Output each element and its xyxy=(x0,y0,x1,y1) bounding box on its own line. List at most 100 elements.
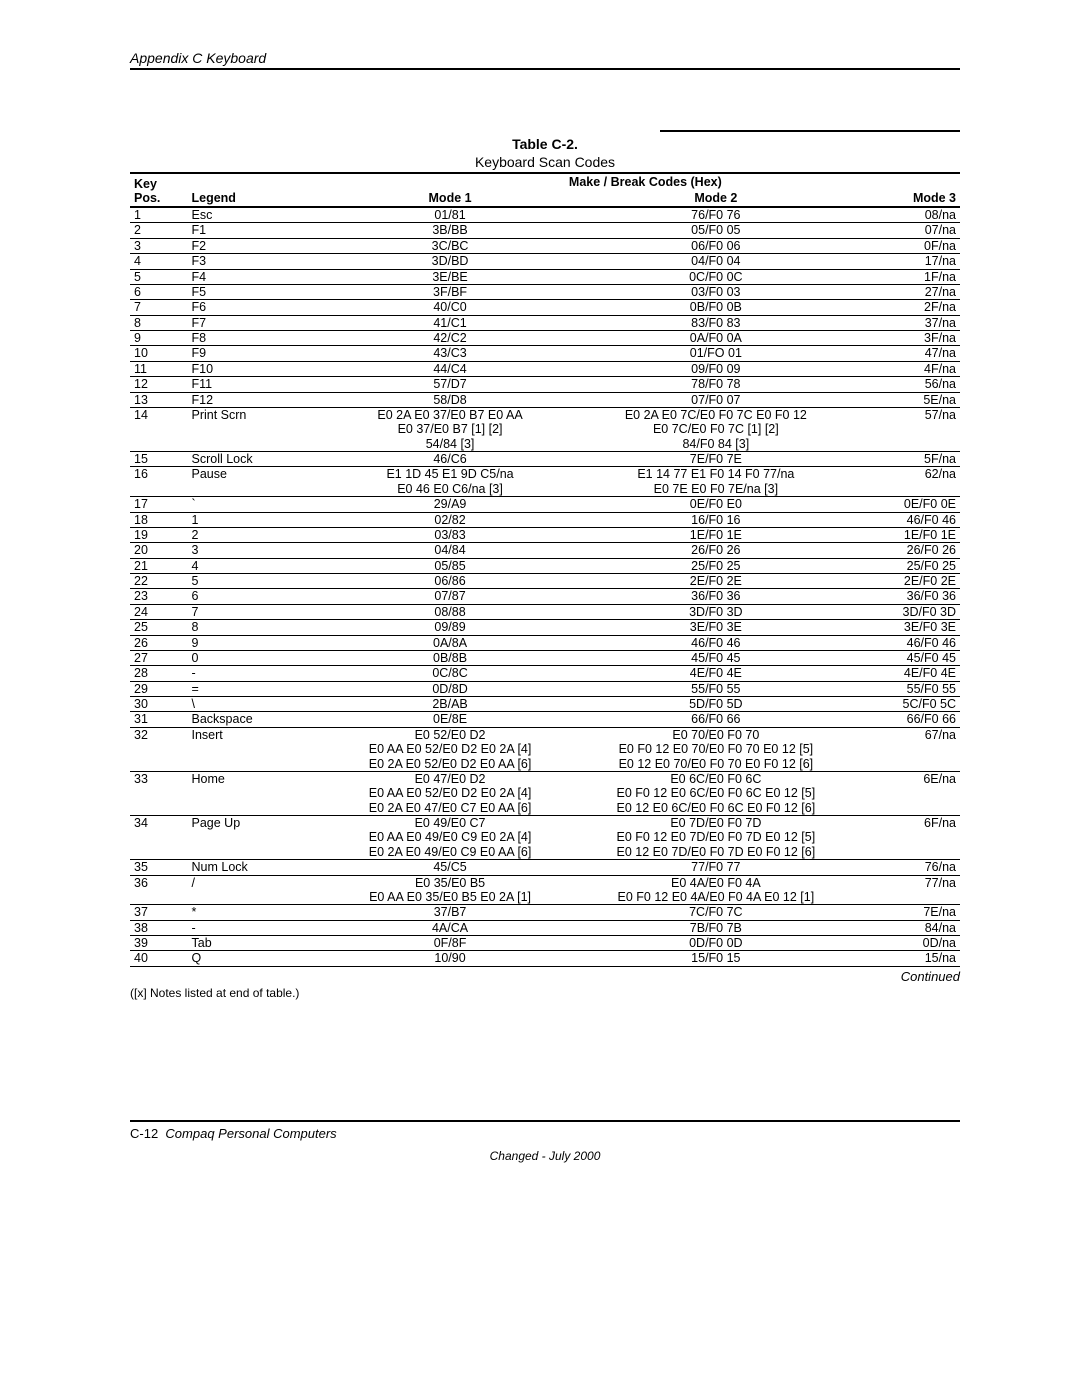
table-row: 15Scroll Lock46/C67E/F0 7E5F/na xyxy=(130,452,960,467)
table-cell: \ xyxy=(188,697,331,712)
table-cell: 15/F0 15 xyxy=(569,951,862,966)
table-row: 14Print ScrnE0 2A E0 37/E0 B7 E0 AA E0 3… xyxy=(130,407,960,451)
table-cell: 6F/na xyxy=(862,816,960,860)
table-cell: 18 xyxy=(130,512,188,527)
table-cell: 27 xyxy=(130,650,188,665)
table-cell: 2 xyxy=(130,223,188,238)
table-row: 3F23C/BC06/F0 060F/na xyxy=(130,238,960,253)
table-cell: E1 14 77 E1 F0 14 F0 77/na E0 7E E0 F0 7… xyxy=(569,467,862,497)
table-cell: F3 xyxy=(188,254,331,269)
table-cell: 09/89 xyxy=(331,620,570,635)
changed-date: Changed - July 2000 xyxy=(130,1149,960,1163)
table-cell: 36/F0 36 xyxy=(862,589,960,604)
table-cell: = xyxy=(188,681,331,696)
col-header-legend: Legend xyxy=(188,173,331,207)
table-cell: 1E/F0 1E xyxy=(569,527,862,542)
table-cell: 0B/F0 0B xyxy=(569,300,862,315)
table-subtitle: Keyboard Scan Codes xyxy=(130,154,960,170)
table-cell: 0D/na xyxy=(862,936,960,951)
table-row: 33HomeE0 47/E0 D2 E0 AA E0 52/E0 D2 E0 2… xyxy=(130,771,960,815)
table-cell: F1 xyxy=(188,223,331,238)
table-cell: 84/na xyxy=(862,920,960,935)
table-cell: E0 2A E0 37/E0 B7 E0 AA E0 37/E0 B7 [1] … xyxy=(331,407,570,451)
table-cell: 58/D8 xyxy=(331,392,570,407)
table-row: 29=0D/8D55/F0 5555/F0 55 xyxy=(130,681,960,696)
table-cell: 3D/BD xyxy=(331,254,570,269)
table-row: 16PauseE1 1D 45 E1 9D C5/na E0 46 E0 C6/… xyxy=(130,467,960,497)
table-cell: 03/F0 03 xyxy=(569,284,862,299)
table-cell: 23 xyxy=(130,589,188,604)
table-cell: 2E/F0 2E xyxy=(862,574,960,589)
table-cell: F7 xyxy=(188,315,331,330)
table-cell: F8 xyxy=(188,331,331,346)
table-cell: 41/C1 xyxy=(331,315,570,330)
table-row: 30\2B/AB5D/F0 5D5C/F0 5C xyxy=(130,697,960,712)
table-cell: 36 xyxy=(130,875,188,905)
table-cell: 06/F0 06 xyxy=(569,238,862,253)
table-cell: 10/90 xyxy=(331,951,570,966)
table-cell: F2 xyxy=(188,238,331,253)
scan-codes-table: Key Pos. Legend Make / Break Codes (Hex)… xyxy=(130,172,960,967)
table-cell: 43/C3 xyxy=(331,346,570,361)
table-cell: ` xyxy=(188,497,331,512)
table-cell: 66/F0 66 xyxy=(862,712,960,727)
table-row: 10F943/C301/FO 0147/na xyxy=(130,346,960,361)
table-cell: 5E/na xyxy=(862,392,960,407)
group-header: Make / Break Codes (Hex) xyxy=(331,173,960,190)
table-cell: 17/na xyxy=(862,254,960,269)
table-cell: 40 xyxy=(130,951,188,966)
table-row: 13F1258/D807/F0 075E/na xyxy=(130,392,960,407)
table-cell: Backspace xyxy=(188,712,331,727)
table-cell: 0E/F0 E0 xyxy=(569,497,862,512)
table-cell: 1 xyxy=(188,512,331,527)
table-cell: 8 xyxy=(188,620,331,635)
table-cell: 46/F0 46 xyxy=(862,512,960,527)
table-cell: 06/86 xyxy=(331,574,570,589)
table-cell: 31 xyxy=(130,712,188,727)
table-cell: 30 xyxy=(130,697,188,712)
table-cell: 07/87 xyxy=(331,589,570,604)
table-row: 4F33D/BD04/F0 0417/na xyxy=(130,254,960,269)
col-header-pos: Key Pos. xyxy=(130,173,188,207)
table-cell: E0 7D/E0 F0 7D E0 F0 12 E0 7D/E0 F0 7D E… xyxy=(569,816,862,860)
book-title: Compaq Personal Computers xyxy=(165,1126,336,1141)
table-cell: 44/C4 xyxy=(331,361,570,376)
table-cell: 22 xyxy=(130,574,188,589)
table-cell: 0F/na xyxy=(862,238,960,253)
table-cell: 3E/F0 3E xyxy=(862,620,960,635)
table-cell: E0 35/E0 B5 E0 AA E0 35/E0 B5 E0 2A [1] xyxy=(331,875,570,905)
table-row: 9F842/C20A/F0 0A3F/na xyxy=(130,331,960,346)
table-cell: 37/B7 xyxy=(331,905,570,920)
table-cell: 78/F0 78 xyxy=(569,377,862,392)
table-cell: F4 xyxy=(188,269,331,284)
table-cell: 04/F0 04 xyxy=(569,254,862,269)
table-cell: 6 xyxy=(130,284,188,299)
table-cell: E0 49/E0 C7 E0 AA E0 49/E0 C9 E0 2A [4] … xyxy=(331,816,570,860)
table-cell: E0 47/E0 D2 E0 AA E0 52/E0 D2 E0 2A [4] … xyxy=(331,771,570,815)
table-cell: / xyxy=(188,875,331,905)
col-header-mode1: Mode 1 xyxy=(331,190,570,207)
table-cell: 26/F0 26 xyxy=(862,543,960,558)
table-cell: 3D/F0 3D xyxy=(569,604,862,619)
table-cell: 3E/F0 3E xyxy=(569,620,862,635)
table-cell: 37 xyxy=(130,905,188,920)
table-cell: * xyxy=(188,905,331,920)
table-row: 11F1044/C409/F0 094F/na xyxy=(130,361,960,376)
table-row: 19203/831E/F0 1E1E/F0 1E xyxy=(130,527,960,542)
table-cell: 07/F0 07 xyxy=(569,392,862,407)
table-cell: 55/F0 55 xyxy=(862,681,960,696)
table-cell: 04/84 xyxy=(331,543,570,558)
table-cell: 57/na xyxy=(862,407,960,451)
table-cell: 5D/F0 5D xyxy=(569,697,862,712)
table-row: 35Num Lock45/C577/F0 7776/na xyxy=(130,860,960,875)
table-cell: 28 xyxy=(130,666,188,681)
col-header-mode3: Mode 3 xyxy=(862,190,960,207)
table-cell: E0 4A/E0 F0 4A E0 F0 12 E0 4A/E0 F0 4A E… xyxy=(569,875,862,905)
table-cell: 0C/F0 0C xyxy=(569,269,862,284)
table-cell: Page Up xyxy=(188,816,331,860)
table-caption: Table C-2. xyxy=(130,136,960,152)
table-cell: 7C/F0 7C xyxy=(569,905,862,920)
table-cell: 57/D7 xyxy=(331,377,570,392)
table-cell: 38 xyxy=(130,920,188,935)
table-cell: 27/na xyxy=(862,284,960,299)
